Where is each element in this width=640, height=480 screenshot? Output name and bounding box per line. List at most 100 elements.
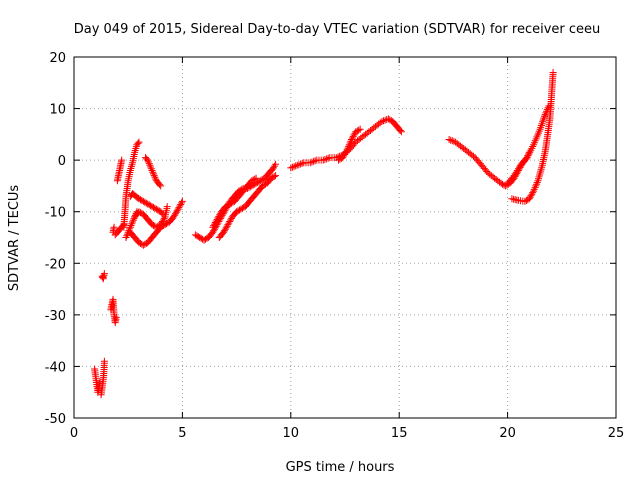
data-point bbox=[248, 177, 256, 185]
data-point bbox=[532, 182, 540, 190]
data-point bbox=[292, 162, 300, 170]
data-point bbox=[159, 218, 166, 225]
data-point bbox=[528, 190, 536, 198]
data-point bbox=[152, 205, 160, 213]
chart-title: Day 049 of 2015, Sidereal Day-to-day VTE… bbox=[74, 22, 601, 37]
data-point bbox=[156, 181, 164, 189]
data-point bbox=[343, 146, 351, 154]
data-point bbox=[216, 211, 224, 219]
data-point bbox=[128, 220, 136, 228]
data-point bbox=[539, 118, 547, 126]
data-point bbox=[521, 197, 529, 205]
data-point bbox=[175, 204, 183, 212]
data-point bbox=[137, 209, 144, 217]
data-point bbox=[541, 112, 548, 120]
data-point bbox=[531, 184, 539, 192]
data-point bbox=[549, 69, 557, 76]
data-point bbox=[200, 236, 208, 244]
data-point bbox=[345, 142, 353, 150]
data-point bbox=[287, 164, 295, 172]
data-point bbox=[144, 156, 152, 164]
data-point bbox=[135, 195, 143, 203]
data-point bbox=[324, 154, 332, 162]
data-point bbox=[194, 233, 202, 241]
data-point bbox=[445, 136, 453, 143]
data-point bbox=[270, 173, 278, 180]
data-point bbox=[176, 202, 184, 210]
data-point bbox=[145, 160, 153, 168]
data-point bbox=[150, 170, 157, 178]
plot-frame bbox=[73, 56, 617, 419]
data-point bbox=[384, 115, 392, 123]
data-point bbox=[151, 173, 159, 181]
data-point bbox=[386, 116, 394, 124]
data-point bbox=[139, 241, 147, 249]
data-point bbox=[269, 173, 277, 181]
data-point bbox=[255, 178, 263, 186]
data-point bbox=[224, 221, 232, 229]
data-point bbox=[295, 161, 303, 169]
data-point bbox=[348, 134, 356, 142]
data-point bbox=[148, 167, 156, 174]
data-point bbox=[271, 162, 278, 170]
data-point bbox=[297, 160, 305, 168]
data-point bbox=[290, 163, 298, 171]
data-point bbox=[202, 235, 209, 243]
data-point bbox=[529, 189, 537, 197]
data-point bbox=[530, 185, 538, 193]
data-point bbox=[298, 159, 306, 167]
y-tick-label: -20 bbox=[45, 257, 66, 272]
data-point bbox=[147, 202, 155, 210]
data-point bbox=[210, 222, 218, 230]
data-point bbox=[130, 215, 138, 223]
data-point bbox=[267, 174, 275, 182]
data-point bbox=[152, 175, 160, 183]
axis-ticks bbox=[73, 56, 617, 419]
data-point bbox=[341, 149, 349, 157]
data-point bbox=[223, 202, 231, 210]
data-point bbox=[533, 180, 540, 188]
data-point bbox=[171, 211, 179, 219]
data-point bbox=[251, 175, 259, 183]
data-point bbox=[118, 156, 126, 164]
data-point bbox=[157, 182, 165, 190]
data-point bbox=[536, 125, 544, 133]
data-point bbox=[151, 204, 159, 212]
data-point bbox=[344, 144, 352, 152]
data-point bbox=[396, 127, 404, 134]
data-point bbox=[147, 163, 155, 171]
data-point bbox=[135, 239, 143, 247]
data-point bbox=[226, 200, 234, 208]
data-point bbox=[135, 208, 143, 216]
data-point bbox=[237, 205, 245, 213]
data-point bbox=[339, 154, 347, 162]
data-point bbox=[530, 187, 538, 195]
data-point bbox=[335, 156, 342, 164]
x-tick-label: 15 bbox=[391, 426, 408, 441]
grid bbox=[74, 57, 616, 418]
data-point bbox=[270, 164, 277, 172]
data-point bbox=[527, 192, 535, 200]
data-point bbox=[134, 139, 142, 147]
data-point bbox=[526, 148, 534, 156]
x-tick-label: 5 bbox=[178, 426, 186, 441]
data-point bbox=[211, 219, 219, 226]
data-point bbox=[355, 126, 363, 134]
data-point bbox=[154, 206, 162, 214]
data-point bbox=[213, 215, 221, 223]
data-point bbox=[158, 219, 166, 227]
data-point bbox=[342, 147, 350, 155]
data-point bbox=[141, 198, 149, 206]
data-point bbox=[310, 157, 318, 165]
data-point bbox=[129, 216, 137, 224]
x-tick-label: 0 bbox=[70, 426, 78, 441]
data-point bbox=[144, 158, 152, 166]
data-point bbox=[147, 165, 155, 173]
data-point bbox=[238, 204, 246, 212]
data-point bbox=[522, 197, 530, 204]
data-points bbox=[91, 69, 557, 399]
data-point bbox=[209, 223, 217, 231]
x-tick-label: 10 bbox=[283, 426, 300, 441]
data-point bbox=[178, 197, 186, 205]
data-point bbox=[196, 234, 204, 241]
